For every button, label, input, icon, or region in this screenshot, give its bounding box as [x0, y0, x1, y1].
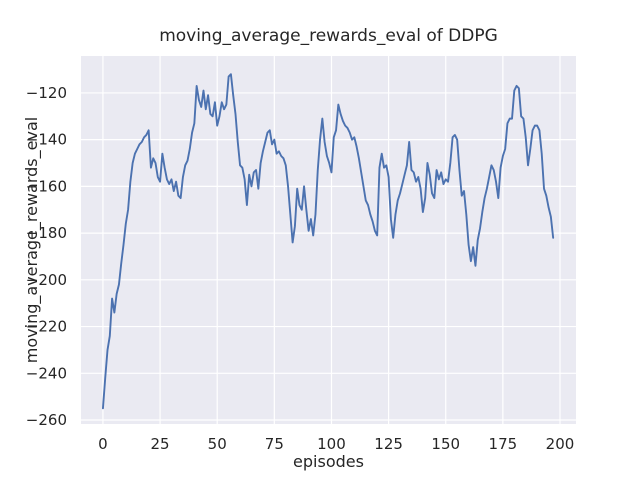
- y-tick-label: −240: [26, 364, 67, 382]
- x-tick-label: 50: [208, 435, 227, 453]
- y-tick-label: −200: [26, 271, 67, 289]
- y-tick-label: −220: [26, 318, 67, 336]
- x-tick-label: 0: [98, 435, 108, 453]
- y-tick-labels: −120 −140 −160 −180 −200 −220 −240 −260: [26, 84, 67, 429]
- x-tick-labels: 0 25 50 75 100 125 150 175 200: [98, 435, 574, 453]
- x-tick-label: 25: [151, 435, 170, 453]
- y-tick-label: −180: [26, 224, 67, 242]
- y-tick-label: −120: [26, 84, 67, 102]
- y-tick-label: −140: [26, 131, 67, 149]
- chart-title: moving_average_rewards_eval of DDPG: [159, 26, 498, 46]
- x-tick-label: 75: [265, 435, 284, 453]
- x-axis-label: episodes: [293, 452, 364, 471]
- x-tick-label: 200: [546, 435, 575, 453]
- y-tick-label: −260: [26, 411, 67, 429]
- x-tick-label: 175: [489, 435, 518, 453]
- plot-area: [81, 56, 576, 424]
- y-tick-label: −160: [26, 177, 67, 195]
- x-tick-label: 100: [317, 435, 346, 453]
- gridlines: [81, 56, 576, 424]
- x-tick-label: 150: [431, 435, 460, 453]
- x-tick-label: 125: [374, 435, 403, 453]
- reward-line-series: [101, 73, 555, 410]
- y-axis-label: moving_average_rewards_eval: [22, 117, 42, 363]
